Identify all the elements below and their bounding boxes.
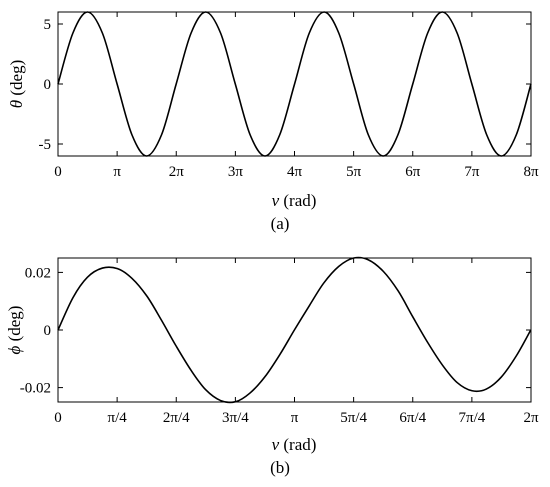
y-tick-label-a-2: -5	[39, 137, 52, 153]
phi-curve	[57, 256, 532, 404]
x-tick-label-a-6: 6π	[405, 164, 421, 180]
x-tick-label-a-4: 4π	[287, 164, 303, 180]
x-tick-label-b-2: 2π/4	[163, 410, 190, 426]
x-tick-label-a-7: 7π	[464, 164, 480, 180]
x-tick-label-a-0: 0	[54, 164, 62, 180]
x-tick-label-a-8: 8π	[523, 164, 539, 180]
panel-label-b: (b)	[270, 458, 290, 477]
y-tick-label-b-0: 0.02	[25, 265, 51, 281]
y-tick-label-b-2: -0.02	[20, 381, 51, 397]
x-tick-label-b-3: 3π/4	[222, 410, 249, 426]
ticks-b	[57, 258, 532, 402]
x-tick-label-b-8: 2π	[523, 410, 539, 426]
panel-b: 0 π/4 2π/4 3π/4 π 5π/4 6π/4 7π/4 2π0.020-0.02 ν …	[5, 256, 539, 477]
y-axis-label-b: ϕ (deg)	[5, 306, 24, 355]
x-tick-label-a-2: 2π	[169, 164, 185, 180]
y-tick-label-a-0: 5	[44, 17, 52, 33]
x-tick-label-b-6: 6π/4	[399, 410, 426, 426]
x-tick-label-b-5: 5π/4	[340, 410, 367, 426]
tick-labels-b: 0 π/4 2π/4 3π/4 π 5π/4 6π/4 7π/4 2π0.020-0.02	[20, 265, 539, 426]
ticks-a	[57, 12, 532, 156]
theta-curve	[57, 11, 532, 157]
y-axis-label-a: θ (deg)	[7, 60, 26, 108]
x-axis-label-a: ν (rad)	[272, 191, 317, 210]
x-tick-label-b-4: π	[291, 410, 299, 426]
x-tick-label-b-1: π/4	[108, 410, 128, 426]
x-tick-label-b-0: 0	[54, 410, 62, 426]
x-tick-label-a-3: 3π	[228, 164, 244, 180]
x-tick-label-a-5: 5π	[346, 164, 362, 180]
y-tick-label-a-1: 0	[44, 77, 52, 93]
x-axis-label-b: ν (rad)	[272, 435, 317, 454]
panel-label-a: (a)	[271, 214, 290, 233]
y-tick-label-b-1: 0	[44, 323, 52, 339]
x-tick-label-a-1: π	[113, 164, 121, 180]
x-tick-label-b-7: 7π/4	[459, 410, 486, 426]
